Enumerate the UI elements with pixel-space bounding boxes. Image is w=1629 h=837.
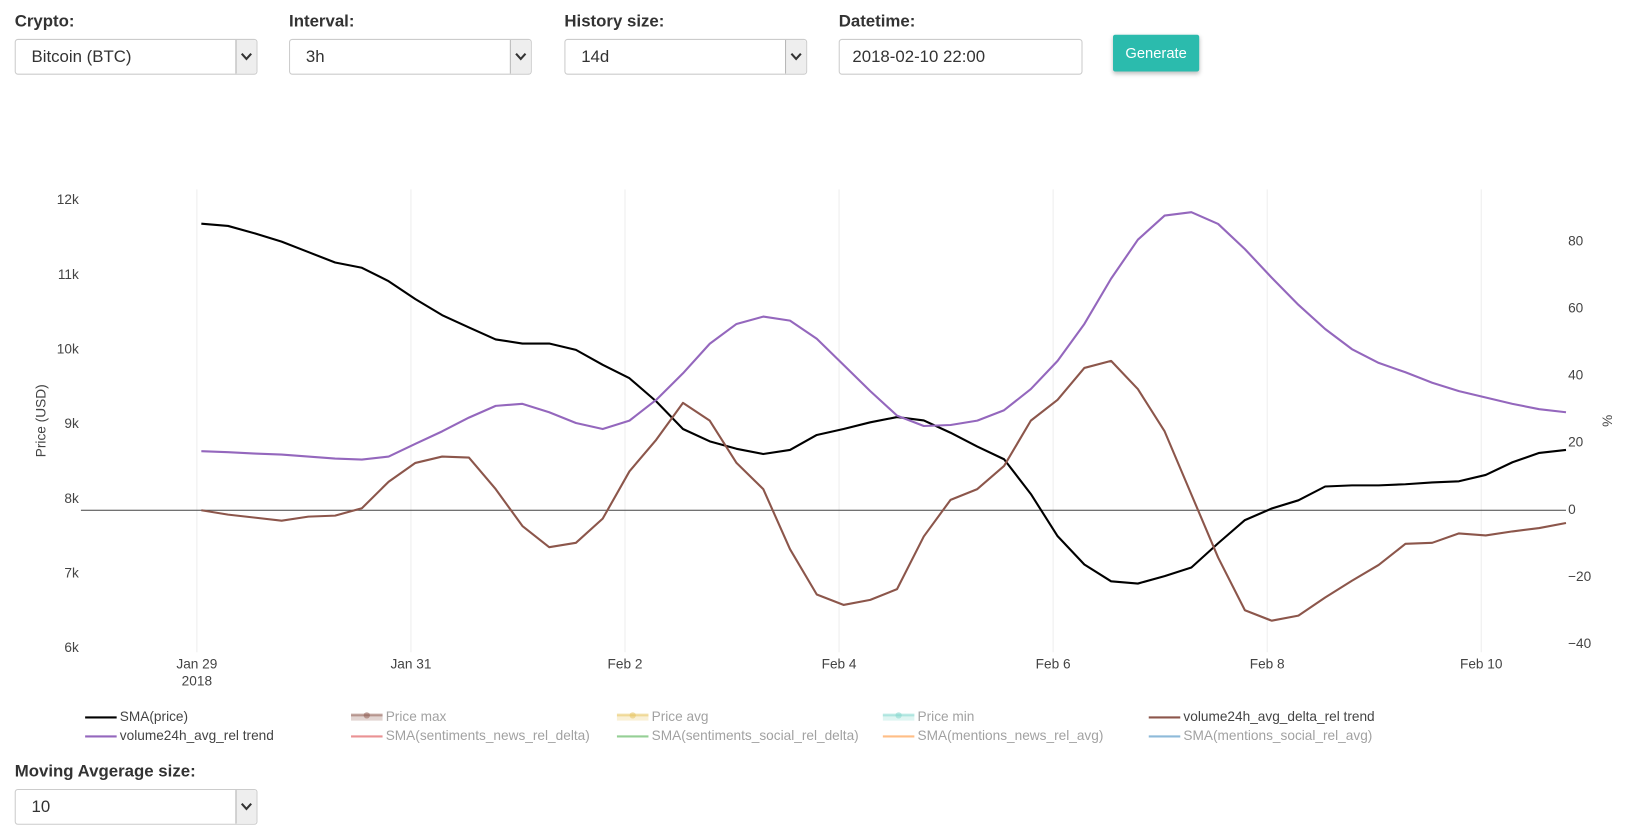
control-label: Interval: bbox=[289, 12, 355, 31]
legend-swatch bbox=[895, 712, 902, 719]
legend-swatch bbox=[629, 712, 636, 719]
x-tick-label: Feb 2 bbox=[608, 656, 643, 671]
dropdown-arrow bbox=[785, 39, 807, 74]
select-value: 10 bbox=[31, 798, 51, 817]
y2-tick-label: 80 bbox=[1568, 233, 1584, 248]
series-line bbox=[201, 211, 1567, 461]
x-tick-label: Feb 10 bbox=[1460, 656, 1503, 671]
series-line bbox=[201, 359, 1567, 622]
y2-tick-label: 20 bbox=[1568, 435, 1584, 450]
y-axis-title: Price (USD) bbox=[34, 384, 49, 457]
chart: Price (USD) % Jan 29 2018 Jan 31 Feb 2 Feb 4… bbox=[34, 189, 1614, 743]
dropdown-arrow bbox=[235, 790, 257, 824]
crypto-select[interactable]: Bitcoin (BTC) bbox=[14, 38, 258, 75]
dropdown-arrow bbox=[509, 39, 531, 74]
y2-tick-label: −20 bbox=[1568, 569, 1592, 584]
select-value: Bitcoin (BTC) bbox=[31, 48, 132, 67]
legend-label[interactable]: SMA(sentiments_social_rel_delta) bbox=[652, 728, 859, 743]
y-tick-label: 11k bbox=[58, 267, 79, 282]
legend-label[interactable]: SMA(price) bbox=[120, 709, 188, 724]
y-tick-label: 12k bbox=[57, 192, 79, 207]
series-line bbox=[201, 222, 1567, 585]
y-tick-label: 8k bbox=[64, 491, 79, 506]
y2-axis-title: % bbox=[1599, 415, 1614, 427]
legend-label[interactable]: SMA(mentions_social_rel_avg) bbox=[1183, 728, 1372, 743]
y-tick-label: 9k bbox=[64, 416, 79, 431]
control-label: Datetime: bbox=[838, 12, 916, 31]
x-tick-label: Jan 31 bbox=[390, 656, 431, 671]
generate-button[interactable]: Generate bbox=[1113, 34, 1200, 72]
moving-average-select[interactable]: 10 bbox=[14, 789, 258, 825]
control-label: Moving Avgerage size: bbox=[14, 762, 196, 781]
y-tick-label: 10k bbox=[57, 341, 79, 356]
control-label: Crypto: bbox=[14, 12, 75, 31]
x-tick-label: Feb 8 bbox=[1250, 656, 1285, 671]
y-tick-label: 7k bbox=[64, 565, 79, 580]
select-value: 3h bbox=[305, 48, 325, 67]
legend-label[interactable]: Price max bbox=[386, 709, 447, 724]
legend-label[interactable]: Price min bbox=[918, 709, 975, 724]
legend-label[interactable]: SMA(sentiments_news_rel_delta) bbox=[386, 728, 590, 743]
legend-label[interactable]: SMA(mentions_news_rel_avg) bbox=[918, 728, 1104, 743]
y2-tick-label: −40 bbox=[1568, 636, 1592, 651]
y2-tick-label: 0 bbox=[1568, 502, 1576, 517]
dropdown-arrow bbox=[235, 39, 257, 74]
y2-tick-label: 40 bbox=[1568, 368, 1584, 383]
control-label: History size: bbox=[564, 12, 665, 31]
interval-select[interactable]: 3h bbox=[289, 38, 532, 75]
x-tick-label: Jan 29 bbox=[176, 656, 217, 671]
legend-label[interactable]: volume24h_avg_rel trend bbox=[120, 728, 274, 743]
legend-label[interactable]: Price avg bbox=[652, 709, 709, 724]
legend-label[interactable]: volume24h_avg_delta_rel trend bbox=[1183, 709, 1374, 724]
y-tick-label: 6k bbox=[64, 640, 79, 655]
history-select[interactable]: 14d bbox=[564, 38, 808, 75]
legend-swatch bbox=[363, 712, 370, 719]
y2-tick-label: 60 bbox=[1568, 300, 1584, 315]
input-value: 2018-02-10 22:00 bbox=[852, 48, 986, 67]
x-tick-year: 2018 bbox=[182, 673, 212, 688]
x-tick-label: Feb 4 bbox=[822, 656, 857, 671]
x-tick-label: Feb 6 bbox=[1036, 656, 1071, 671]
select-value: 14d bbox=[581, 48, 610, 67]
datetime-input[interactable]: 2018-02-10 22:00 bbox=[838, 38, 1083, 75]
